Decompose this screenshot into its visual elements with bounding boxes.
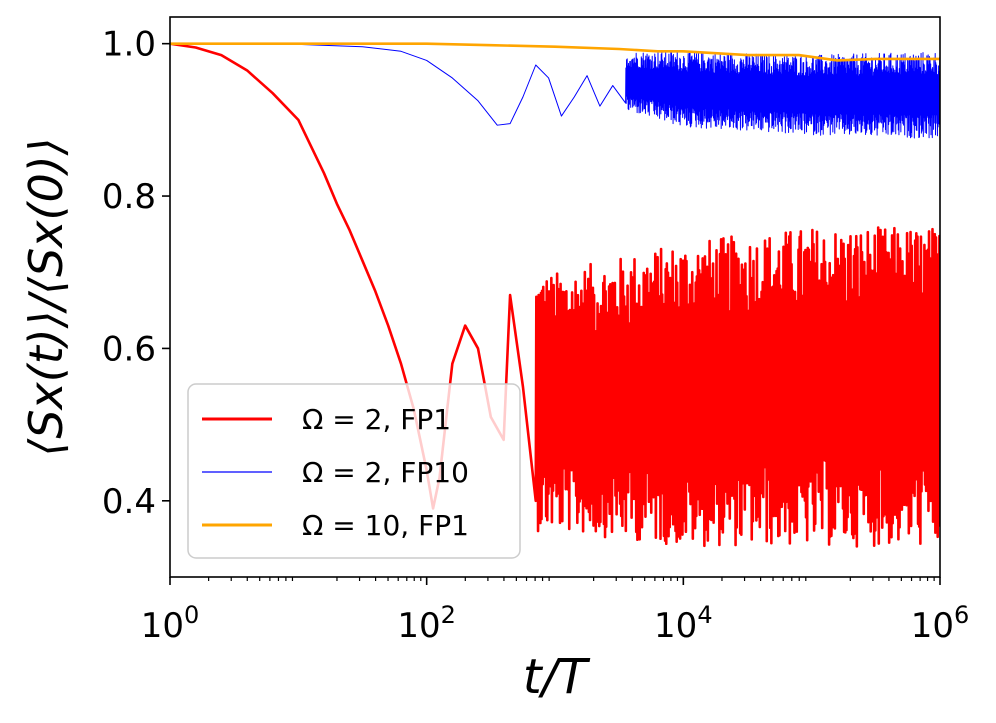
x-tick-label: 106 xyxy=(911,601,970,646)
y-axis: 0.4 0.6 0.8 1.0 xyxy=(102,25,170,522)
y-axis-title: ⟨Sx(t)⟩/⟨Sx(0)⟩ xyxy=(19,137,73,456)
legend-label-omega2-fp1: Ω = 2, FP1 xyxy=(302,403,451,436)
plot-frame xyxy=(169,16,941,578)
y-tick-label: 1.0 xyxy=(102,25,156,65)
x-axis: 100 102 104 106 xyxy=(141,577,970,646)
legend: Ω = 2, FP1 Ω = 2, FP10 Ω = 10, FP1 xyxy=(187,383,521,559)
x-axis-title: t/T xyxy=(523,649,591,705)
series-line-omega2-fp1 xyxy=(170,42,940,548)
y-tick-label: 0.6 xyxy=(102,329,156,369)
y-tick-label: 0.4 xyxy=(102,482,156,522)
x-tick-label: 100 xyxy=(141,601,200,646)
x-tick-label: 102 xyxy=(397,601,456,646)
legend-box xyxy=(187,383,521,559)
legend-label-omega2-fp10: Ω = 2, FP10 xyxy=(302,456,469,489)
y-tick-label: 0.8 xyxy=(102,177,156,217)
series-line-omega2-fp10 xyxy=(170,43,940,139)
x-tick-label: 104 xyxy=(654,601,713,646)
series-line-omega10-fp1 xyxy=(170,42,940,62)
legend-label-omega10-fp1: Ω = 10, FP1 xyxy=(302,509,469,542)
series-layer xyxy=(170,42,940,548)
